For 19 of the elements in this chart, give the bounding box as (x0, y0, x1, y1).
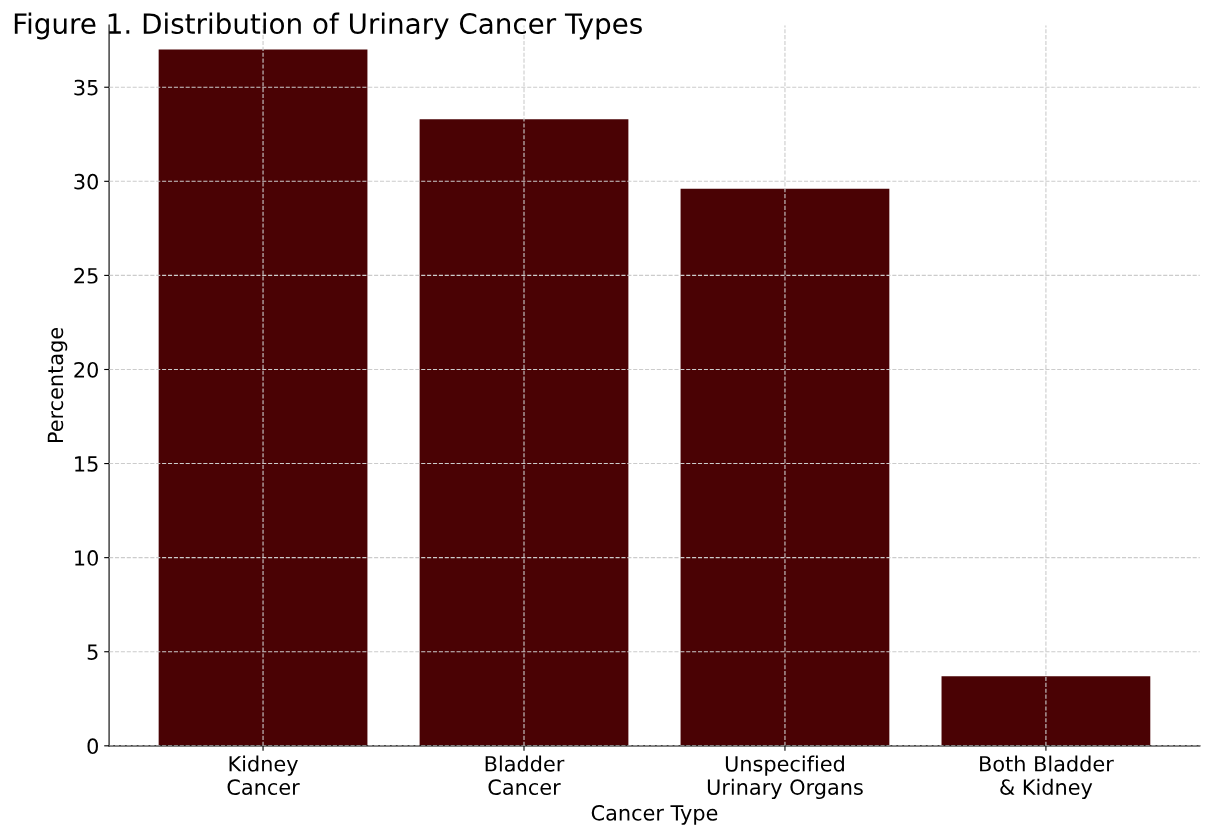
y-axis-title: Percentage (47, 328, 68, 443)
x-axis-title: Cancer Type (591, 804, 718, 825)
bar (419, 119, 629, 746)
y-tick-label: 20 (74, 361, 98, 378)
x-tick-label: Unspecified Urinary Organs (707, 755, 863, 800)
bar (680, 188, 890, 746)
y-tick-label: 0 (87, 738, 98, 755)
x-tick-label: Both Bladder & Kidney (980, 755, 1114, 800)
chart-title: Figure 1. Distribution of Urinary Cancer Types (14, 12, 642, 40)
bar (158, 49, 368, 746)
y-tick-label: 30 (74, 173, 98, 190)
x-tick-label: Bladder Cancer (485, 755, 565, 795)
x-tick-label: Kidney Cancer (227, 755, 300, 795)
y-tick-label: 10 (75, 550, 98, 566)
y-tick-label: 5 (87, 644, 98, 660)
y-tick-label: 25 (74, 267, 98, 284)
y-tick-label: 35 (74, 79, 98, 96)
bar (941, 676, 1151, 746)
y-tick-label: 15 (75, 456, 98, 472)
